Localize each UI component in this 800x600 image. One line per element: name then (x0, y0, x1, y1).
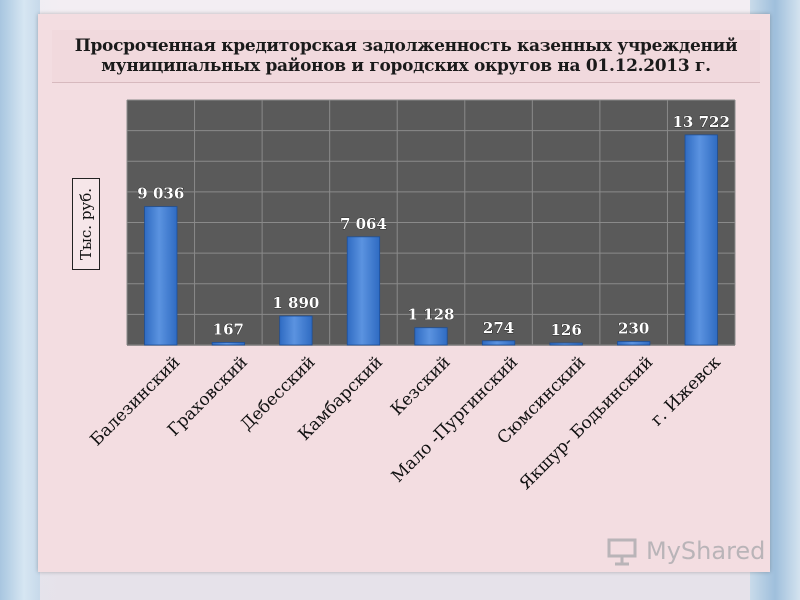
bar (617, 341, 651, 346)
x-tick-label: г. Ижевск (647, 352, 725, 430)
x-tick-label: Балезинский (87, 352, 185, 450)
bar (549, 342, 583, 346)
data-label: 167 (213, 320, 244, 338)
y-axis-label: Тыс. руб. (77, 187, 95, 261)
presentation-icon (607, 538, 637, 566)
background-left-decoration (0, 0, 40, 600)
chart-title-line2: муниципальных районов и городских округо… (101, 56, 711, 76)
x-tick-label: Мало -Пургинский (388, 352, 522, 486)
bar (481, 340, 516, 346)
data-label: 274 (483, 319, 514, 337)
data-label: 13 722 (673, 113, 730, 131)
data-label: 230 (618, 319, 649, 337)
data-label: 9 036 (137, 185, 184, 203)
bar (211, 342, 245, 346)
data-label: 7 064 (340, 215, 387, 233)
watermark-logo: MyShared (606, 536, 765, 566)
bar (144, 206, 178, 346)
bar (279, 315, 313, 346)
chart-title-line1: Просроченная кредиторская задолженность … (74, 36, 738, 56)
data-label: 126 (550, 321, 581, 339)
chart-title: Просроченная кредиторская задолженность … (52, 30, 760, 83)
bar (684, 134, 718, 346)
data-label: 1 890 (272, 294, 319, 312)
x-tick-label: Якшур- Бодьинский (516, 352, 658, 494)
y-axis-label-box: Тыс. руб. (72, 178, 100, 270)
data-label: 1 128 (408, 306, 455, 324)
bar (414, 327, 448, 346)
watermark-text: MyShared (646, 537, 766, 565)
x-tick-label: Кезский (387, 352, 454, 419)
bar (346, 236, 381, 346)
